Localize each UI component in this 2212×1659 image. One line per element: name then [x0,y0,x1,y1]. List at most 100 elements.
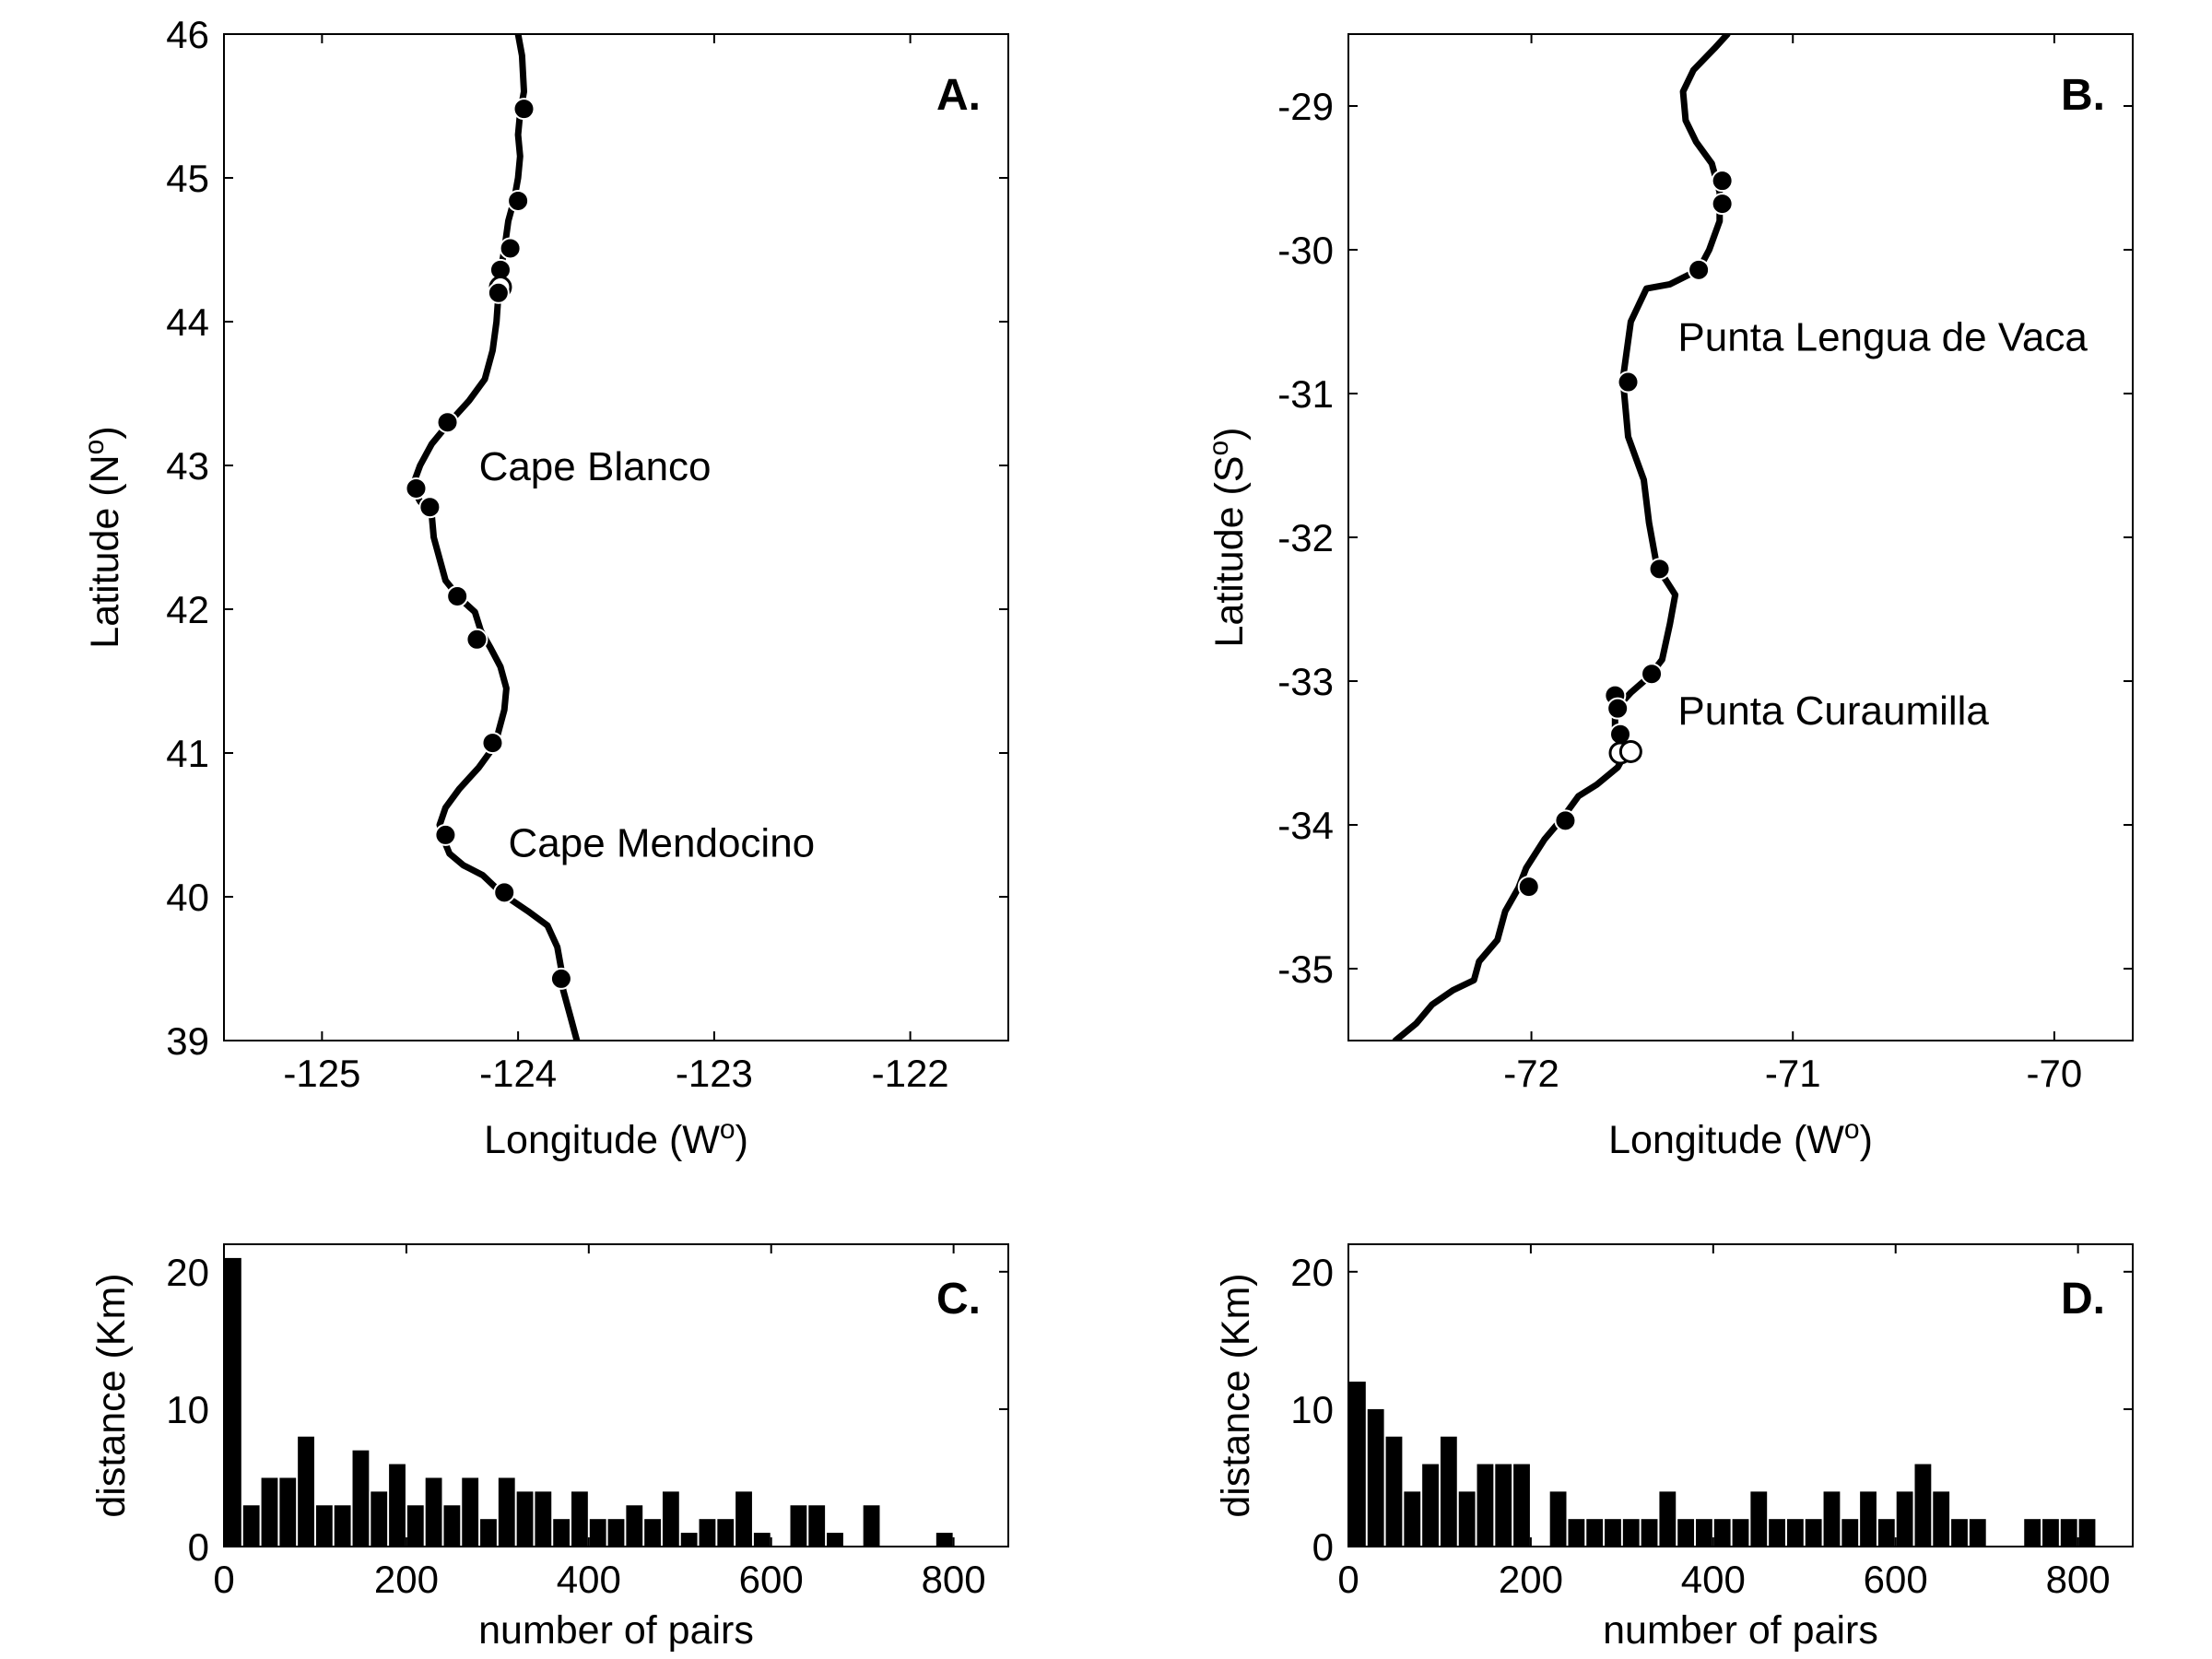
histogram-bar [279,1477,297,1547]
panel-label: D. [2061,1275,2105,1324]
x-tick-label: -71 [1765,1052,1821,1095]
y-tick-label: 42 [166,588,209,631]
histogram-bar [1422,1464,1439,1547]
axes-frame [1347,1243,2134,1547]
histogram-bar [607,1519,625,1547]
panel-b: -72 -71 -70 -29 -30 -31 -32 -33 -34 -35 Longitude … [1204,33,2134,1162]
histogram-bar [1914,1464,1932,1547]
y-axis-label: Latitude (So) [1204,428,1252,648]
histogram-bar [1933,1491,1950,1547]
histogram-bar [1696,1519,1712,1547]
y-tick-label: 43 [166,444,209,488]
histogram-bar [1659,1491,1677,1547]
x-tick-label: 400 [1681,1558,1746,1601]
plot-area [1392,34,1734,1041]
place-annotation: Cape Mendocino [508,821,815,866]
histogram-bar [2060,1519,2077,1547]
y-tick-label: 41 [166,732,209,775]
histogram-bar [1896,1491,1913,1547]
site-marker [549,967,572,990]
histogram-bar [827,1533,843,1547]
x-tick-label: 0 [213,1558,234,1601]
histogram-bar [1513,1464,1530,1547]
histogram-bar [2042,1519,2059,1547]
y-tick-label: -35 [1277,947,1334,991]
histogram-bar [315,1505,333,1547]
site-marker [1688,258,1711,281]
y-tick-label: 20 [1290,1251,1334,1294]
x-tick-label: 200 [374,1558,439,1601]
histogram-bar [516,1491,534,1547]
histogram-bar [1805,1519,1822,1547]
panel-a: -125 -124 -123 -122 39 40 41 42 43 44 45 46 Longitud… [79,13,1009,1162]
histogram-bar [298,1436,314,1547]
y-tick-label: 0 [188,1525,209,1569]
histogram-bar [1877,1519,1895,1547]
histogram-bar [680,1533,698,1547]
y-axis-label: distance (Km) [89,1273,134,1517]
site-marker-hollow [1618,739,1642,763]
y-tick-label: -31 [1277,372,1334,416]
axes-frame [223,33,1009,1041]
x-axis-label: number of pairs [1603,1608,1878,1653]
y-tick-label: 46 [166,13,209,56]
histogram-bar [699,1519,716,1547]
histogram-bar [535,1491,552,1547]
x-tick-label: -122 [872,1052,949,1095]
histogram-bar [808,1505,826,1547]
histogram-bar [935,1533,953,1547]
x-tick-label: 800 [2046,1558,2111,1601]
plot-area [224,1257,953,1547]
histogram-bar [1823,1491,1841,1547]
x-tick-label: 800 [922,1558,986,1601]
site-marker [487,281,510,304]
histogram-bar [1440,1436,1457,1547]
site-marker [1641,663,1664,686]
site-marker [1617,371,1640,394]
histogram-bar [753,1533,771,1547]
y-tick-label: -34 [1277,804,1334,847]
x-tick-label: -72 [1503,1052,1559,1095]
histogram-bar [1477,1464,1494,1547]
place-annotation: Punta Curaumilla [1677,688,1989,734]
y-tick-label: 0 [1312,1525,1334,1569]
histogram-bar [1951,1519,1968,1547]
histogram-bar [1404,1491,1421,1547]
histogram-bar [1495,1464,1512,1547]
coastline-line [1392,34,1731,1041]
plot-area [1348,1382,2096,1547]
site-marker [434,823,457,846]
site-marker [493,881,516,904]
histogram-bar [389,1464,406,1547]
x-tick-label: 200 [1499,1558,1563,1601]
x-tick-label: 0 [1337,1558,1359,1601]
site-marker [1711,170,1734,193]
site-marker [512,98,535,121]
histogram-bar [1969,1519,1986,1547]
histogram-bar [589,1519,606,1547]
histogram-bar [553,1519,571,1547]
histogram-bar [261,1477,278,1547]
y-tick-label: -32 [1277,516,1334,559]
site-marker [481,732,504,755]
site-marker [1606,697,1630,720]
x-tick-label: 600 [739,1558,804,1601]
histogram-bar [790,1505,807,1547]
histogram-bar [1841,1519,1859,1547]
y-tick-label: 20 [166,1251,209,1294]
y-tick-label: 10 [166,1388,209,1431]
histogram-bar [1713,1519,1731,1547]
place-annotation: Punta Lengua de Vaca [1677,315,2088,360]
panel-label: A. [936,71,981,120]
site-marker [1517,876,1540,899]
histogram-bar [498,1477,515,1547]
histogram-bar [1458,1491,1476,1547]
site-marker [507,189,530,212]
x-tick-label: -125 [283,1052,360,1095]
x-axis-label: Longitude (Wo) [1608,1114,1873,1162]
histogram-bar [1348,1382,1366,1547]
histogram-bar [863,1505,880,1547]
plot-area [405,34,581,1041]
place-annotation: Cape Blanco [479,444,712,489]
